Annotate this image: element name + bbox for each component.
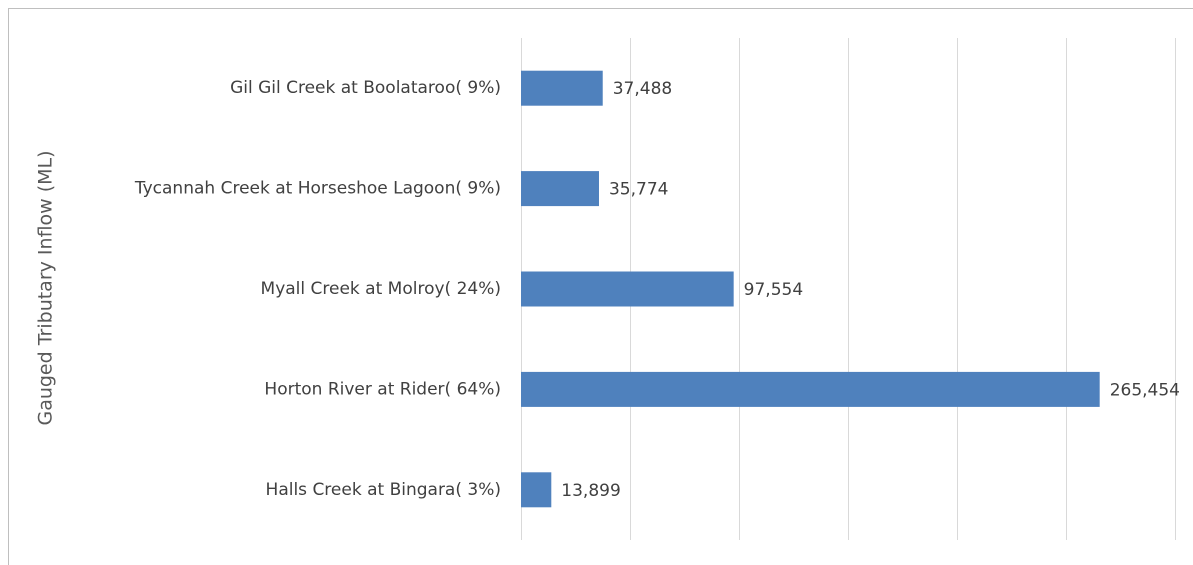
y-axis-label: Gauged Tributary Inflow (ML) xyxy=(35,150,57,425)
bar xyxy=(521,371,1100,407)
bar xyxy=(521,472,552,508)
data-label: 265,454 xyxy=(1110,380,1180,400)
y-tick-label: Horton River at Rider( 64%) xyxy=(264,379,501,399)
data-label: 97,554 xyxy=(744,280,803,300)
bar xyxy=(521,271,734,307)
bar xyxy=(521,171,599,207)
data-label: 37,488 xyxy=(613,79,672,99)
data-label: 35,774 xyxy=(609,180,668,200)
bar xyxy=(521,70,603,106)
y-tick-label: Tycannah Creek at Horseshoe Lagoon( 9%) xyxy=(134,179,501,199)
chart-border xyxy=(8,8,1193,565)
y-tick-label: Halls Creek at Bingara( 3%) xyxy=(266,480,501,500)
data-label: 13,899 xyxy=(561,481,620,501)
y-tick-label: Gil Gil Creek at Boolataroo( 9%) xyxy=(230,78,501,98)
y-tick-label: Myall Creek at Molroy( 24%) xyxy=(261,279,501,299)
